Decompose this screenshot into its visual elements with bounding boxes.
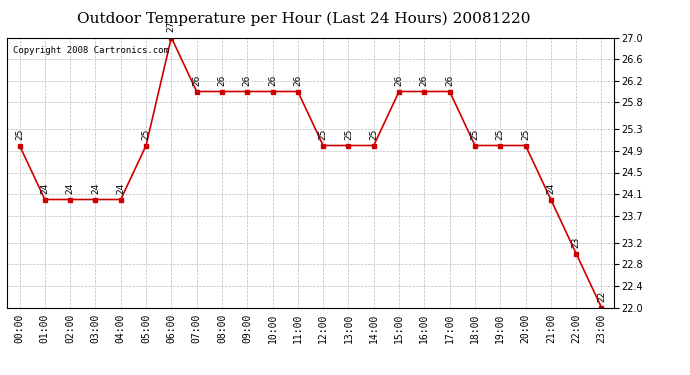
Text: 27: 27 (167, 21, 176, 32)
Text: 25: 25 (15, 129, 24, 140)
Text: 26: 26 (243, 75, 252, 86)
Text: 24: 24 (91, 183, 100, 194)
Text: 24: 24 (546, 183, 555, 194)
Text: 25: 25 (369, 129, 378, 140)
Text: 26: 26 (395, 75, 404, 86)
Text: Outdoor Temperature per Hour (Last 24 Hours) 20081220: Outdoor Temperature per Hour (Last 24 Ho… (77, 11, 531, 26)
Text: 26: 26 (445, 75, 454, 86)
Text: 25: 25 (495, 129, 505, 140)
Text: 24: 24 (40, 183, 50, 194)
Text: 25: 25 (344, 129, 353, 140)
Text: 25: 25 (319, 129, 328, 140)
Text: 26: 26 (293, 75, 302, 86)
Text: 26: 26 (192, 75, 201, 86)
Text: 26: 26 (217, 75, 226, 86)
Text: 26: 26 (268, 75, 277, 86)
Text: 25: 25 (521, 129, 530, 140)
Text: 24: 24 (66, 183, 75, 194)
Text: 24: 24 (116, 183, 126, 194)
Text: Copyright 2008 Cartronics.com: Copyright 2008 Cartronics.com (13, 46, 169, 55)
Text: 23: 23 (571, 237, 581, 248)
Text: 22: 22 (597, 291, 606, 302)
Text: 26: 26 (420, 75, 429, 86)
Text: 25: 25 (471, 129, 480, 140)
Text: 25: 25 (141, 129, 150, 140)
